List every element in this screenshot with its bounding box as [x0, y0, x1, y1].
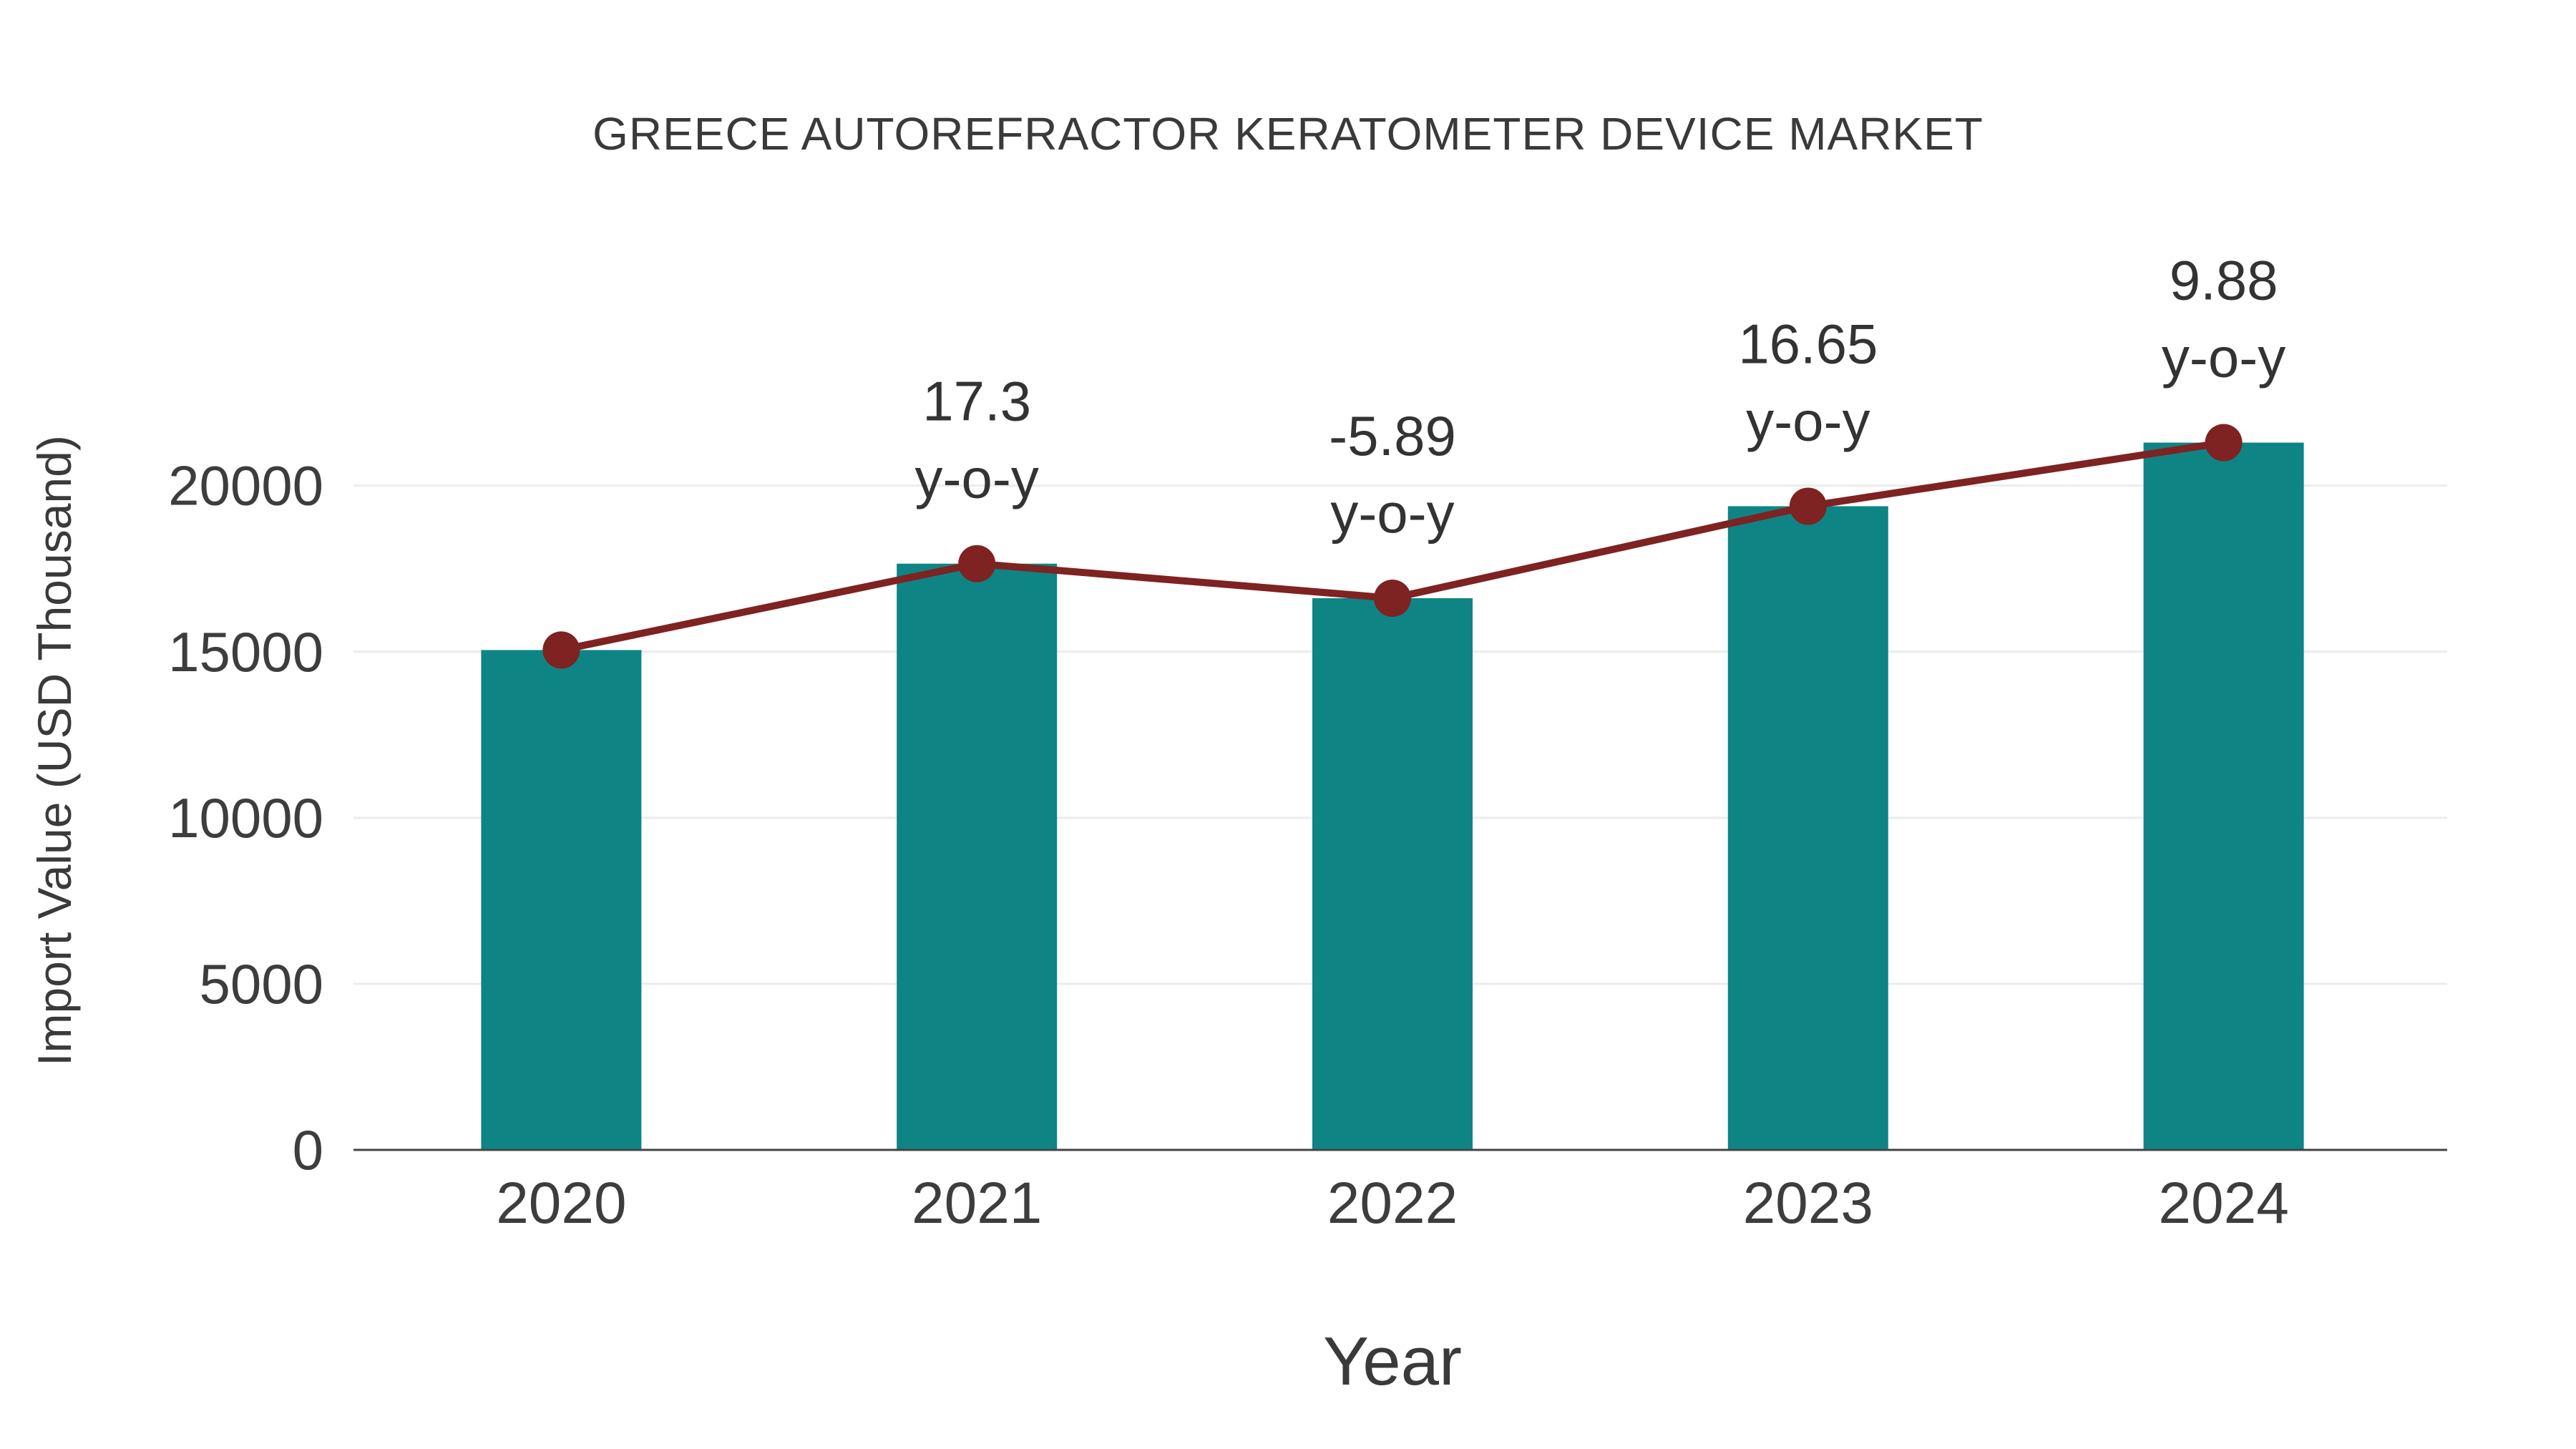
- chart-title: GREECE AUTOREFRACTOR KERATOMETER DEVICE …: [592, 108, 1984, 160]
- annotation-value-2022: -5.89: [1329, 404, 1456, 467]
- bar-2022: [1312, 598, 1473, 1150]
- y-tick-label-20000: 20000: [168, 454, 323, 517]
- x-tick-label-2023: 2023: [1743, 1171, 1873, 1236]
- bar-2023: [1727, 506, 1888, 1150]
- annotation-label-2023: y-o-y: [1746, 389, 1870, 452]
- trend-marker-2023: [1789, 487, 1827, 525]
- annotation-value-2024: 9.88: [2170, 249, 2278, 312]
- x-tick-label-2022: 2022: [1327, 1171, 1458, 1236]
- y-tick-label-15000: 15000: [168, 620, 323, 683]
- x-tick-label-2020: 2020: [496, 1171, 626, 1236]
- trend-marker-2021: [958, 545, 996, 582]
- trend-marker-2024: [2205, 424, 2243, 462]
- annotation-label-2022: y-o-y: [1330, 482, 1454, 545]
- annotation-label-2024: y-o-y: [2162, 326, 2285, 389]
- y-tick-label-5000: 5000: [199, 952, 323, 1015]
- annotation-value-2021: 17.3: [922, 370, 1031, 433]
- bar-2024: [2143, 442, 2304, 1150]
- trend-marker-2022: [1374, 580, 1411, 618]
- y-tick-label-10000: 10000: [168, 786, 323, 849]
- trend-marker-2020: [542, 631, 580, 669]
- x-tick-label-2024: 2024: [2158, 1171, 2288, 1236]
- annotation-value-2023: 16.65: [1738, 312, 1878, 375]
- x-axis-title: Year: [1323, 1323, 1462, 1400]
- x-tick-label-2021: 2021: [912, 1171, 1042, 1236]
- y-tick-label-0: 0: [293, 1118, 323, 1181]
- bar-2021: [897, 563, 1058, 1150]
- bar-2020: [481, 650, 642, 1150]
- annotation-label-2021: y-o-y: [915, 447, 1039, 510]
